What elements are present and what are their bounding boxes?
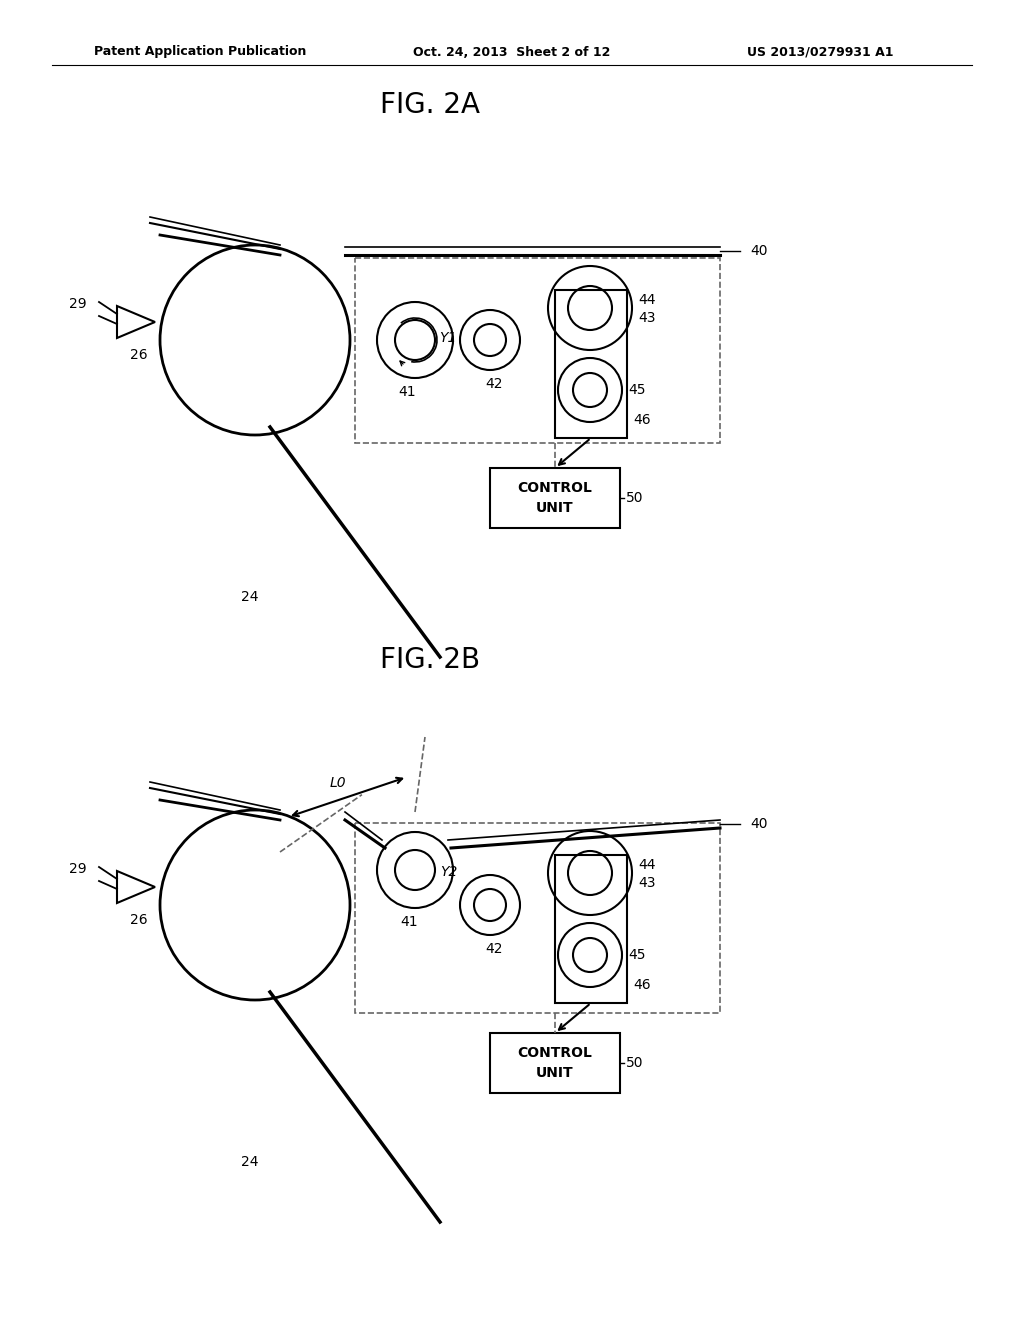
Text: CONTROL: CONTROL (517, 1045, 593, 1060)
Text: 41: 41 (398, 385, 416, 399)
Text: 45: 45 (628, 948, 645, 962)
Text: 50: 50 (626, 491, 643, 506)
Text: 26: 26 (130, 913, 148, 927)
Text: 24: 24 (241, 590, 258, 605)
Text: 42: 42 (485, 378, 503, 391)
Text: CONTROL: CONTROL (517, 480, 593, 495)
Text: Y2: Y2 (440, 865, 458, 879)
Text: 46: 46 (633, 978, 650, 993)
Text: Patent Application Publication: Patent Application Publication (94, 45, 306, 58)
Text: Oct. 24, 2013  Sheet 2 of 12: Oct. 24, 2013 Sheet 2 of 12 (414, 45, 610, 58)
Text: L0: L0 (329, 776, 346, 789)
Bar (555, 290, 627, 438)
Text: 42: 42 (485, 942, 503, 956)
Bar (490, 1034, 620, 1093)
Text: 43: 43 (638, 876, 655, 890)
Text: 29: 29 (70, 297, 87, 312)
Text: UNIT: UNIT (537, 1067, 573, 1080)
Text: Y1: Y1 (439, 331, 457, 345)
Text: 45: 45 (628, 383, 645, 397)
Text: FIG. 2A: FIG. 2A (380, 91, 480, 119)
Text: 44: 44 (638, 293, 655, 308)
Bar (355, 257, 720, 444)
Text: US 2013/0279931 A1: US 2013/0279931 A1 (746, 45, 893, 58)
Text: 44: 44 (638, 858, 655, 873)
Text: UNIT: UNIT (537, 502, 573, 515)
Bar (355, 822, 720, 1012)
Text: 24: 24 (241, 1155, 258, 1170)
Text: 41: 41 (400, 915, 418, 929)
Bar (490, 469, 620, 528)
Bar (555, 855, 627, 1003)
Text: 50: 50 (626, 1056, 643, 1071)
Text: FIG. 2B: FIG. 2B (380, 645, 480, 675)
Text: 26: 26 (130, 348, 148, 362)
Text: 29: 29 (70, 862, 87, 876)
Text: 46: 46 (633, 413, 650, 426)
Text: 40: 40 (750, 817, 768, 832)
Text: 43: 43 (638, 312, 655, 325)
Text: 40: 40 (750, 244, 768, 257)
